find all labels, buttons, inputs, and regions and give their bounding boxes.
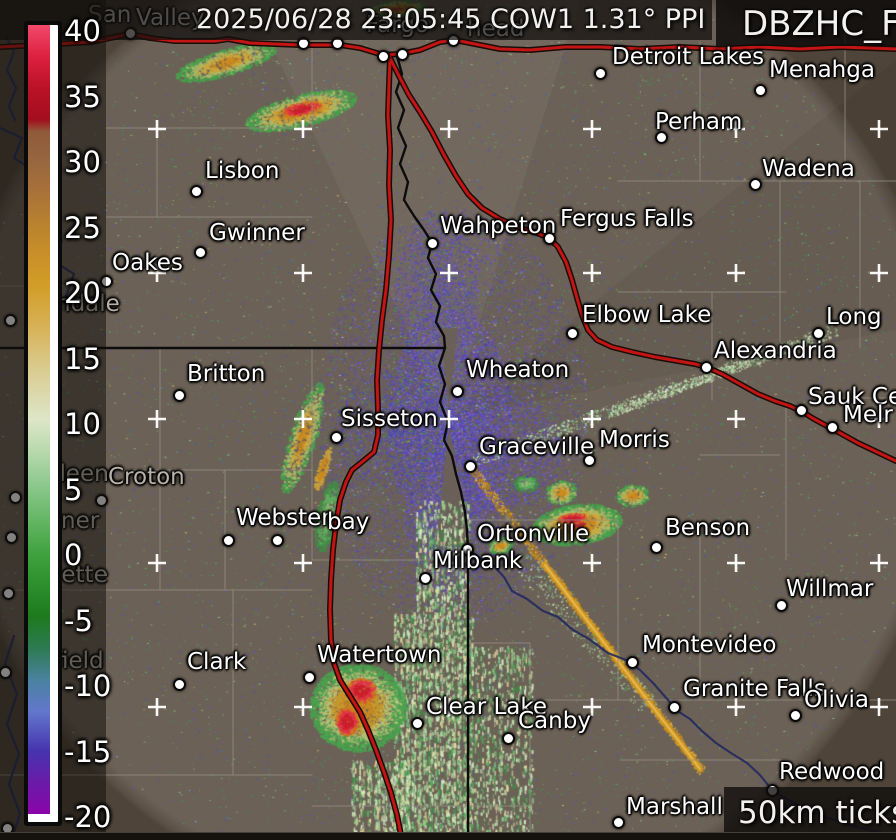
city-dot [377, 50, 390, 63]
city-dot [795, 404, 808, 417]
city-dot [826, 421, 839, 434]
window-bottom-bar [0, 832, 896, 840]
city-label: Wheaton [466, 357, 570, 383]
scale-tick-label: 30 [64, 145, 101, 179]
city-label: Elbow Lake [582, 302, 712, 328]
city-label: Marshall [626, 794, 723, 820]
city-dot [612, 816, 625, 829]
city-label: Wadena [762, 156, 855, 182]
product-label: DBZHC_F [742, 4, 896, 44]
scale-tick-label: 35 [64, 79, 101, 114]
city-label: bay [327, 509, 370, 535]
ticks-box [724, 787, 896, 833]
city-dot [464, 460, 477, 473]
scale-tick-label: 15 [64, 341, 101, 376]
city-dot [419, 572, 432, 585]
city-dot [594, 67, 607, 80]
scale-tick-label: 10 [64, 407, 101, 441]
city-dot [173, 678, 186, 691]
scale-tick-label: 25 [64, 210, 101, 245]
state-border-line [394, 54, 447, 350]
city-label: Olivia [804, 687, 869, 713]
city-label: Oakes [112, 250, 183, 276]
scale-tick-label: 40 [64, 14, 101, 48]
city-label: Sauk Ce [808, 384, 896, 410]
city-dot [451, 385, 464, 398]
reflectivity-colorbar [24, 21, 62, 826]
city-label: Fergus Falls [560, 206, 694, 232]
city-label: Britton [187, 361, 266, 387]
city-dot [754, 84, 767, 97]
highway-line [328, 55, 404, 840]
city-dot [668, 701, 681, 714]
scale-tick-label: 5 [64, 472, 83, 507]
city-label: Melr [843, 402, 893, 428]
city-dot [396, 48, 409, 61]
city-label: Perham [655, 109, 743, 135]
city-label: Alexandria [714, 338, 837, 364]
city-dot [543, 232, 556, 245]
city-dot [655, 131, 668, 144]
city-dot [700, 361, 713, 374]
city-dot [222, 534, 235, 547]
city-dot [789, 709, 802, 722]
city-dot [173, 389, 186, 402]
city-dot [303, 671, 316, 684]
state-border-line [437, 346, 470, 840]
scale-tick-label: -20 [64, 800, 112, 834]
city-label: Croton [108, 464, 185, 490]
city-label: Montevideo [642, 632, 777, 658]
title-band [0, 0, 712, 40]
city-label: Benson [665, 515, 751, 541]
city-dot [426, 237, 439, 250]
city-dot [650, 541, 663, 554]
city-label: Morris [599, 427, 670, 453]
city-label: Gwinner [209, 220, 305, 246]
city-label: Ortonville [477, 521, 590, 547]
city-label: Graceville [479, 434, 595, 460]
colorbar-gradient [28, 25, 50, 814]
city-label: Canby [518, 708, 591, 734]
city-label: Sisseton [341, 406, 438, 432]
city-dot [330, 431, 343, 444]
city-label: Lisbon [205, 158, 280, 184]
city-dot [194, 246, 207, 259]
city-dot [583, 454, 596, 467]
city-label: Milbank [433, 548, 523, 574]
city-label: Granite Falls [683, 676, 826, 702]
page-title: 2025/06/28 23:05:45 COW1 1.31° PPI [196, 4, 706, 35]
city-dot [502, 732, 515, 745]
city-dot [271, 534, 284, 547]
city-label: Detroit Lakes [612, 44, 765, 70]
colorbar-scale-labels: 40 35 30 25 20 15 10 5 0 -5 -10 -15 -20 [64, 0, 112, 840]
city-dot [190, 185, 203, 198]
scale-tick-label: -10 [64, 669, 112, 703]
city-label: Clark [187, 649, 247, 675]
product-box [716, 0, 896, 46]
scale-tick-label: -5 [64, 603, 93, 638]
city-label: Clear Lake [426, 694, 548, 720]
city-dot [566, 327, 579, 340]
city-label: Willmar [786, 576, 874, 602]
scale-tick-label: 20 [64, 276, 101, 310]
city-dot [461, 543, 474, 556]
city-label: Webster [236, 505, 331, 531]
city-dot [775, 599, 788, 612]
scale-tick-label: -15 [64, 734, 112, 769]
city-dot [411, 717, 424, 730]
city-label: Wahpeton [440, 213, 557, 239]
city-label: Menahga [769, 57, 875, 83]
scale-tick-label: 0 [64, 538, 83, 572]
city-label: Watertown [317, 642, 442, 668]
city-dot [749, 178, 762, 191]
city-label: Long [826, 304, 882, 330]
city-dot [626, 656, 639, 669]
range-ticks [148, 120, 888, 716]
city-label: Redwood [779, 759, 885, 785]
range-ticks-label: 50km ticks [738, 795, 896, 831]
city-dot [812, 327, 825, 340]
